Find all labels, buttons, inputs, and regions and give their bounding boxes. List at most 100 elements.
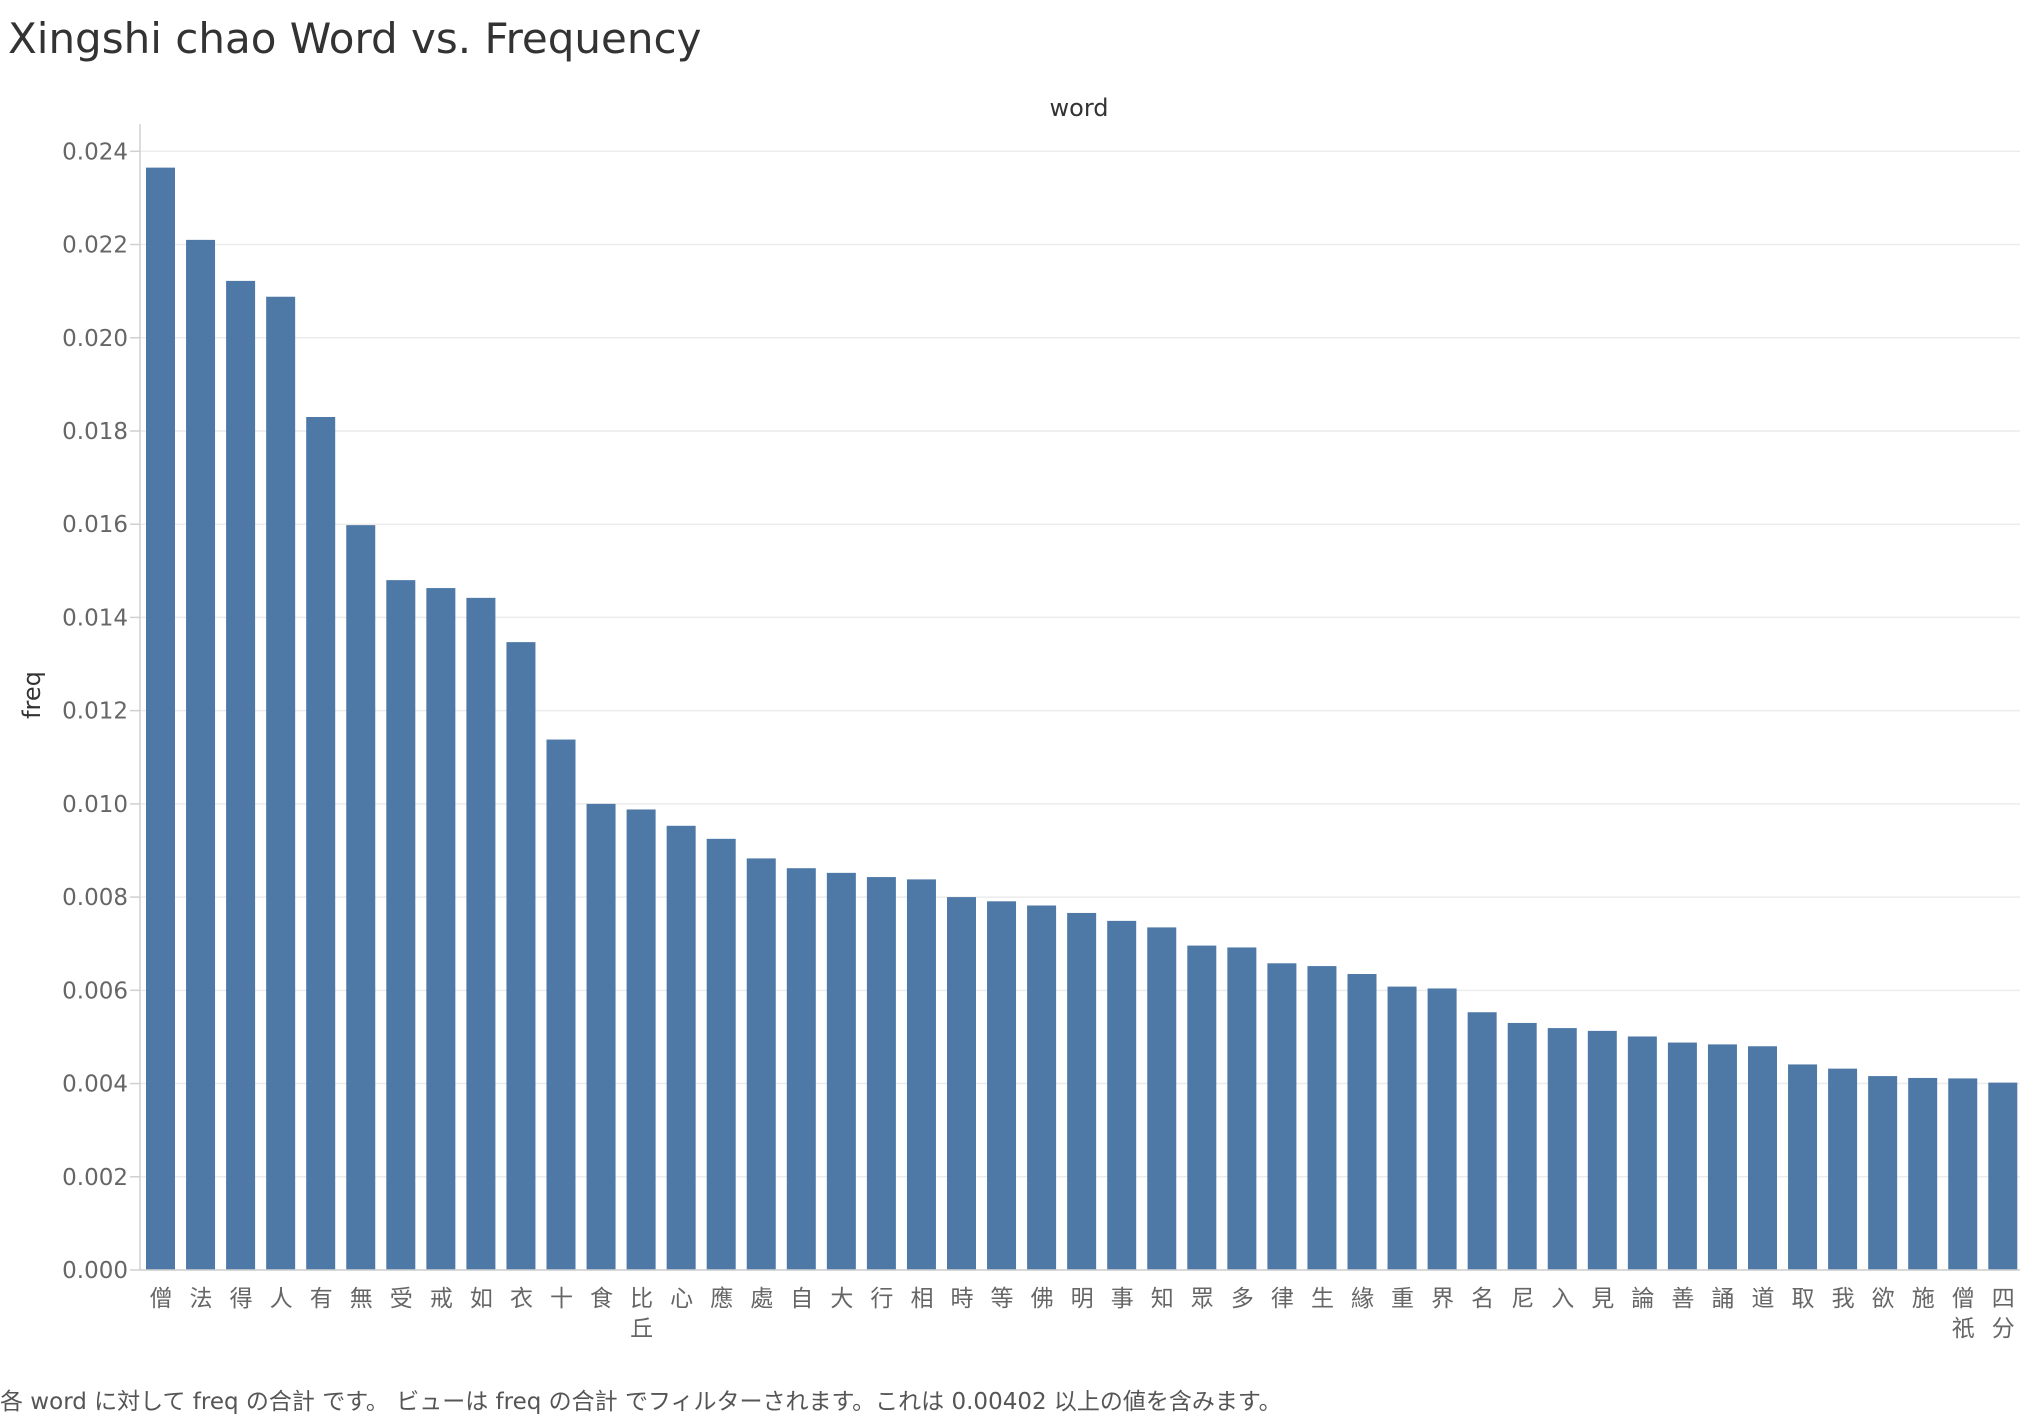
bar xyxy=(506,642,536,1270)
bar xyxy=(266,296,296,1270)
bar xyxy=(346,525,376,1270)
bar xyxy=(1627,1036,1657,1270)
x-tick-label: 論 xyxy=(1631,1286,1654,1312)
x-tick-label: 行 xyxy=(870,1286,893,1312)
bar xyxy=(586,803,616,1270)
y-tick-label: 0.022 xyxy=(62,233,128,259)
bar xyxy=(426,588,456,1270)
bar xyxy=(1387,986,1417,1270)
x-tick-label: 見 xyxy=(1591,1286,1614,1312)
bar xyxy=(226,280,256,1270)
x-axis-title: word xyxy=(1050,94,1109,122)
y-tick-label: 0.000 xyxy=(62,1258,128,1284)
x-tick-label: 重 xyxy=(1391,1286,1414,1312)
x-tick-label: 戒 xyxy=(430,1286,453,1312)
x-tick-label: 受 xyxy=(390,1286,413,1312)
x-tick-label: 十 xyxy=(550,1286,573,1312)
bar xyxy=(866,877,896,1270)
bar xyxy=(826,872,856,1270)
x-tick-label: 法 xyxy=(190,1286,213,1312)
bar xyxy=(666,825,696,1270)
bar xyxy=(1107,920,1137,1270)
y-tick-label: 0.004 xyxy=(62,1072,128,1098)
x-tick-label: 施 xyxy=(1912,1286,1935,1312)
x-tick-label: 自 xyxy=(790,1286,813,1312)
x-tick-label: 入 xyxy=(1551,1286,1574,1312)
bar xyxy=(1948,1078,1978,1270)
x-tick-label: 無 xyxy=(350,1286,373,1312)
x-tick-label: 僧祇 xyxy=(1952,1286,1975,1342)
x-tick-label: 相 xyxy=(910,1286,933,1312)
x-tick-label: 心 xyxy=(670,1286,693,1312)
x-tick-label: 大 xyxy=(830,1286,853,1312)
x-tick-label: 食 xyxy=(590,1286,613,1312)
x-tick-label: 得 xyxy=(230,1286,253,1312)
bar xyxy=(906,879,936,1270)
bar xyxy=(1187,945,1217,1270)
x-tick-label: 尼 xyxy=(1511,1286,1534,1312)
bar xyxy=(1748,1046,1777,1270)
y-tick-label: 0.006 xyxy=(62,978,128,1004)
x-tick-label: 律 xyxy=(1271,1286,1294,1312)
bar xyxy=(706,838,736,1270)
x-tick-label: 緣 xyxy=(1351,1286,1374,1312)
x-tick-label: 欲 xyxy=(1872,1286,1895,1312)
bar xyxy=(1828,1068,1858,1270)
bar xyxy=(1547,1028,1577,1270)
bar xyxy=(1147,927,1177,1270)
y-tick-label: 0.020 xyxy=(62,326,128,352)
x-axis-ticks: 僧法得人有無受戒如衣十食比丘心應處自大行相時等佛明事知眾多律生緣重界名尼入見論善… xyxy=(150,1286,2015,1342)
x-tick-label: 事 xyxy=(1111,1286,1134,1312)
x-tick-label: 知 xyxy=(1151,1286,1174,1312)
bar xyxy=(626,809,656,1270)
x-tick-label: 處 xyxy=(750,1286,773,1312)
bar xyxy=(1908,1077,1938,1270)
bar xyxy=(1307,966,1337,1270)
bar xyxy=(1267,963,1297,1270)
x-tick-label: 誦 xyxy=(1711,1286,1734,1312)
x-tick-label: 人 xyxy=(270,1286,293,1312)
bar xyxy=(1667,1042,1697,1270)
y-tick-label: 0.012 xyxy=(62,699,128,725)
x-tick-label: 名 xyxy=(1471,1286,1494,1312)
bar xyxy=(306,416,336,1270)
y-tick-label: 0.024 xyxy=(62,139,128,165)
x-tick-label: 明 xyxy=(1071,1286,1094,1312)
x-tick-label: 多 xyxy=(1231,1286,1254,1312)
bar xyxy=(186,239,216,1270)
x-tick-label: 比丘 xyxy=(630,1286,653,1342)
x-tick-label: 眾 xyxy=(1191,1286,1214,1312)
x-tick-label: 我 xyxy=(1832,1286,1855,1312)
bar xyxy=(947,897,976,1270)
x-tick-label: 四分 xyxy=(1992,1286,2015,1342)
bar xyxy=(1507,1022,1537,1270)
x-tick-label: 有 xyxy=(310,1286,333,1312)
x-tick-label: 生 xyxy=(1311,1286,1334,1312)
x-tick-label: 善 xyxy=(1671,1286,1694,1312)
bars xyxy=(146,167,2018,1271)
y-tick-label: 0.014 xyxy=(62,605,128,631)
x-tick-label: 應 xyxy=(710,1286,733,1312)
x-tick-label: 衣 xyxy=(510,1286,533,1312)
bar xyxy=(386,580,416,1270)
y-tick-label: 0.002 xyxy=(62,1165,128,1191)
y-tick-label: 0.008 xyxy=(62,885,128,911)
bar xyxy=(146,167,175,1271)
bar xyxy=(1027,905,1057,1270)
bar xyxy=(546,739,576,1270)
bar xyxy=(466,597,496,1270)
bar xyxy=(1587,1030,1617,1270)
y-tick-label: 0.018 xyxy=(62,419,128,445)
y-tick-label: 0.010 xyxy=(62,792,128,818)
y-tick-label: 0.016 xyxy=(62,512,128,538)
bar xyxy=(987,901,1017,1270)
bar xyxy=(1347,974,1377,1270)
y-axis-title: freq xyxy=(18,671,46,719)
bar xyxy=(1707,1044,1737,1270)
x-tick-label: 等 xyxy=(991,1286,1014,1312)
x-tick-label: 如 xyxy=(470,1286,493,1312)
footnote: 各 word に対して freq の合計 です。 ビューは freq の合計 で… xyxy=(0,1389,1282,1415)
x-tick-label: 佛 xyxy=(1031,1286,1054,1312)
bar xyxy=(1868,1076,1898,1270)
x-tick-label: 時 xyxy=(951,1286,974,1312)
